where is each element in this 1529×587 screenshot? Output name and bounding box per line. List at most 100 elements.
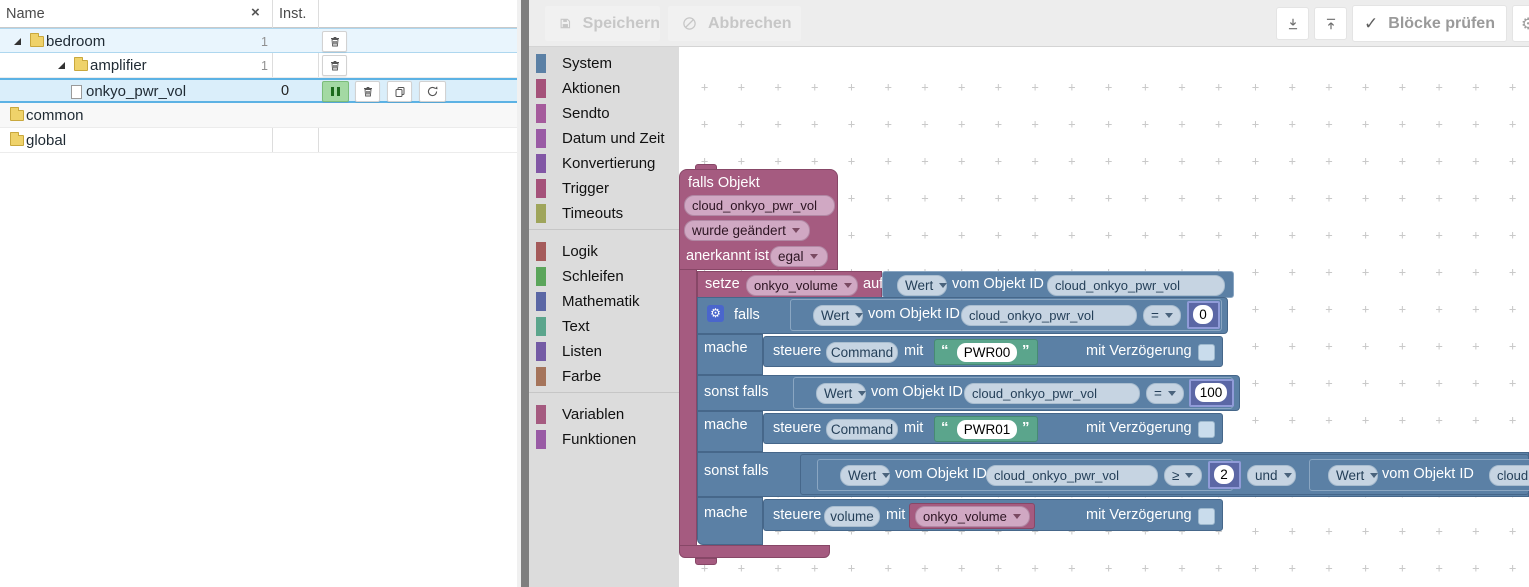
wert-dropdown[interactable]: Wert: [816, 383, 867, 404]
trigger-block-spine[interactable]: [679, 269, 697, 546]
tree-row-onkyo-pwr-vol[interactable]: onkyo_pwr_vol 0: [0, 78, 517, 103]
text-field[interactable]: PWR01: [957, 420, 1017, 439]
variable-dropdown[interactable]: onkyo_volume: [915, 506, 1030, 527]
value-of-object-block[interactable]: Wert vom Objekt ID cloud_onkyo_pwr_vol: [882, 271, 1234, 298]
tree-row-bedroom[interactable]: bedroom 1: [0, 28, 517, 53]
object-id-field[interactable]: cloud_onkyo_pwr_vol: [1047, 275, 1225, 296]
toolbox-category-listen[interactable]: Listen: [529, 339, 679, 364]
cancel-button[interactable]: Abbrechen: [668, 6, 801, 41]
check-blocks-button[interactable]: ✓ Blöcke prüfen: [1353, 6, 1506, 41]
tree-row-common[interactable]: common: [0, 103, 517, 128]
if-block-do-spine[interactable]: mache: [697, 497, 763, 545]
object-id-field[interactable]: cloud_onkyo_pwr_vol: [964, 383, 1140, 404]
join-operator-dropdown[interactable]: und: [1247, 465, 1296, 486]
set-variable-block[interactable]: setze onkyo_volume auf: [697, 271, 883, 298]
number-block[interactable]: 100: [1189, 379, 1234, 407]
operator-dropdown[interactable]: =: [1143, 305, 1181, 326]
number-block[interactable]: 0: [1187, 301, 1220, 329]
pause-button[interactable]: [322, 81, 349, 102]
trigger-event-dropdown[interactable]: wurde geändert: [684, 220, 810, 241]
toolbox-category-variablen[interactable]: Variablen: [529, 402, 679, 427]
oid-field[interactable]: volume: [824, 506, 880, 527]
copy-button[interactable]: [387, 81, 412, 102]
tree-row-label: onkyo_pwr_vol: [86, 83, 187, 100]
oid-field[interactable]: Command: [826, 419, 898, 440]
number-field[interactable]: 2: [1214, 465, 1234, 484]
ack-dropdown[interactable]: egal: [770, 246, 828, 267]
export-blocks-button[interactable]: [1277, 8, 1308, 39]
delete-button[interactable]: [355, 81, 380, 102]
toolbox-category-logik[interactable]: Logik: [529, 239, 679, 264]
save-button[interactable]: Speichern: [545, 6, 660, 41]
category-swatch: [536, 317, 546, 336]
trigger-object-id-field[interactable]: cloud_onkyo_pwr_vol: [684, 195, 835, 216]
clear-filter-icon[interactable]: ×: [251, 4, 260, 21]
row-count: 1: [261, 35, 268, 49]
partial-toolbar-button[interactable]: ⚙: [1513, 6, 1529, 41]
oid-field[interactable]: Command: [826, 342, 898, 363]
delay-checkbox[interactable]: [1198, 421, 1215, 438]
expand-arrow-icon[interactable]: [14, 38, 21, 45]
tree-row-amplifier[interactable]: amplifier 1: [0, 53, 517, 78]
wert-dropdown[interactable]: Wert: [1328, 465, 1379, 486]
operator-dropdown[interactable]: =: [1146, 383, 1184, 404]
logic-operation-block[interactable]: Wert vom Objekt ID cloud_onkyo_pwr_vol ≥…: [800, 454, 1529, 495]
number-field[interactable]: 100: [1195, 383, 1227, 402]
category-swatch: [536, 405, 546, 424]
text-block[interactable]: “ PWR01 ”: [934, 416, 1038, 442]
toolbox-category-funktionen[interactable]: Funktionen: [529, 427, 679, 452]
if-block-do-spine[interactable]: mache: [697, 411, 763, 452]
category-swatch: [536, 154, 546, 173]
wert-dropdown[interactable]: Wert: [813, 305, 864, 326]
toolbox-category-text[interactable]: Text: [529, 314, 679, 339]
toolbox-category-schleifen[interactable]: Schleifen: [529, 264, 679, 289]
delay-checkbox[interactable]: [1198, 344, 1215, 361]
control-state-block[interactable]: steuere Command mit “ PWR00 ” mit Verzög…: [763, 336, 1223, 367]
toolbox-category-datum-und-zeit[interactable]: Datum und Zeit: [529, 126, 679, 151]
trigger-block[interactable]: falls Objekt cloud_onkyo_pwr_vol wurde g…: [679, 169, 838, 270]
blockly-canvas[interactable]: ++++++++++++++++++++++++ ++++++++++++++++…: [679, 47, 1529, 587]
mutator-gear-icon[interactable]: ⚙: [707, 305, 724, 322]
expand-arrow-icon[interactable]: [58, 62, 65, 69]
toolbox-category-sendto[interactable]: Sendto: [529, 101, 679, 126]
compare-block[interactable]: Wert vom Objekt ID cloud_onkyo_pwr_vol =…: [790, 299, 1222, 331]
toolbox-category-konvertierung[interactable]: Konvertierung: [529, 151, 679, 176]
chevron-down-icon: [1012, 514, 1021, 519]
wert-dropdown[interactable]: Wert: [897, 275, 948, 296]
object-id-field[interactable]: cloud: [1489, 465, 1529, 486]
toolbox-category-trigger[interactable]: Trigger: [529, 176, 679, 201]
delay-checkbox[interactable]: [1198, 508, 1215, 525]
text-block[interactable]: “ PWR00 ”: [934, 339, 1038, 365]
toolbox-category-farbe[interactable]: Farbe: [529, 364, 679, 389]
delete-button[interactable]: [322, 55, 347, 76]
category-swatch: [536, 179, 546, 198]
toolbox-category-aktionen[interactable]: Aktionen: [529, 76, 679, 101]
toolbox-category-mathematik[interactable]: Mathematik: [529, 289, 679, 314]
text-field[interactable]: PWR00: [957, 343, 1017, 362]
control-state-block[interactable]: steuere volume mit onkyo_volume mit Verz…: [763, 499, 1223, 531]
object-id-field[interactable]: cloud_onkyo_pwr_vol: [961, 305, 1137, 326]
toolbox-category-system[interactable]: System: [529, 51, 679, 76]
variable-dropdown[interactable]: onkyo_volume: [746, 275, 858, 296]
trash-icon: [363, 87, 372, 97]
control-state-block[interactable]: steuere Command mit “ PWR01 ” mit Verzög…: [763, 413, 1223, 444]
variable-block[interactable]: onkyo_volume: [909, 503, 1035, 529]
delete-button[interactable]: [322, 31, 347, 52]
folder-icon: [74, 57, 88, 71]
number-block[interactable]: 2: [1208, 461, 1241, 489]
trigger-block-footer[interactable]: [679, 545, 830, 558]
wert-dropdown[interactable]: Wert: [840, 465, 891, 486]
tree-header: Name × Inst.: [0, 0, 517, 28]
operator-dropdown[interactable]: ≥: [1164, 465, 1202, 486]
if-block-do-spine[interactable]: mache: [697, 334, 763, 375]
compare-block[interactable]: Wert vom Objekt ID cloud: [1309, 459, 1529, 491]
tree-row-global[interactable]: global: [0, 128, 517, 153]
panel-splitter[interactable]: [521, 0, 529, 587]
number-field[interactable]: 0: [1193, 305, 1213, 324]
object-id-field[interactable]: cloud_onkyo_pwr_vol: [986, 465, 1158, 486]
compare-block[interactable]: Wert vom Objekt ID cloud_onkyo_pwr_vol ≥…: [817, 459, 1241, 491]
import-blocks-button[interactable]: [1315, 8, 1346, 39]
restart-button[interactable]: [419, 81, 446, 102]
compare-block[interactable]: Wert vom Objekt ID cloud_onkyo_pwr_vol =…: [793, 377, 1234, 409]
toolbox-category-timeouts[interactable]: Timeouts: [529, 201, 679, 226]
